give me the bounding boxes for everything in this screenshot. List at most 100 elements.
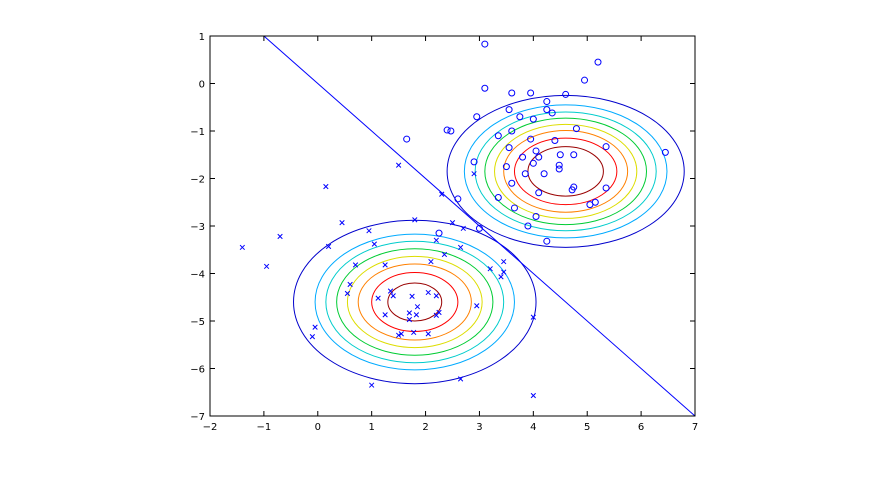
y-tick-label: −7 [190,412,205,423]
decision-boundary [263,36,695,416]
point-cross-23 [498,274,504,280]
point-circle-49 [524,222,532,230]
point-cross-45 [312,324,318,330]
point-circle-26 [570,151,578,159]
point-cross-44 [395,332,402,338]
x-tick-label: 7 [692,422,698,433]
x-tick-label: 5 [584,422,590,433]
point-circle-25 [556,151,564,159]
contour-0-level-5 [474,111,657,232]
point-circle-33 [555,165,563,173]
point-circle-51 [435,229,443,237]
contour-lines [293,94,685,385]
y-axis: 1 0 −1 −2 −3 −4 −5 −6 −7 [190,32,695,423]
point-cross-46 [309,334,316,340]
y-tick-label: −1 [190,127,205,138]
contour-1-level-2 [357,263,472,341]
point-circle-9 [543,106,551,114]
point-cross-20 [263,263,270,270]
y-tick-label: −4 [190,270,205,281]
point-cross-1 [471,171,477,177]
point-cross-10 [433,237,439,243]
point-circle-14 [443,126,451,134]
point-cross-37 [413,312,420,318]
point-cross-5 [339,220,345,226]
y-tick-label: −2 [190,175,205,186]
contour-0-level-4 [484,117,648,226]
x-axis: −2 −1 0 1 2 3 4 5 6 7 [203,36,698,433]
point-circle-1 [594,58,602,66]
contour-1-level-3 [346,255,483,349]
point-cross-43 [425,331,431,337]
point-cross-16 [501,258,507,265]
point-cross-12 [239,244,245,251]
point-circle-5 [508,89,516,97]
point-cross-18 [352,262,359,268]
point-circle-15 [447,127,455,135]
point-circle-7 [543,98,551,106]
point-circle-45 [591,198,599,206]
point-cross-22 [501,269,507,275]
point-circle-28 [519,153,527,161]
point-circle-43 [494,194,502,201]
point-circle-3 [581,76,589,84]
contour-0-level-7 [446,94,685,248]
point-cross-38 [433,312,439,318]
y-tick-label: 1 [199,32,205,43]
point-circle-13 [529,115,537,123]
contour-1-level-5 [325,240,505,364]
point-circle-31 [502,163,510,171]
point-circle-29 [535,153,543,161]
point-cross-47 [457,376,464,382]
point-cross-33 [474,303,480,309]
contour-0-level-2 [503,130,629,213]
point-cross-13 [325,243,332,250]
point-cross-41 [398,331,404,337]
point-cross-19 [382,262,388,268]
point-cross-24 [347,281,353,288]
point-circle-40 [602,184,610,192]
point-circle-32 [555,161,563,169]
point-circle-17 [508,127,516,135]
point-circle-19 [403,135,411,143]
y-tick-label: 0 [199,80,205,91]
contour-1-level-4 [336,248,494,356]
point-cross-31 [375,295,381,301]
data-points [239,40,669,399]
point-cross-42 [411,329,417,336]
point-circle-39 [568,186,576,194]
y-tick-label: −5 [190,317,205,328]
contour-1-level-0 [387,282,443,322]
x-tick-label: −1 [257,422,272,433]
point-cross-29 [344,290,351,297]
contour-0-level-1 [513,137,618,206]
point-circle-21 [551,137,559,144]
point-circle-42 [454,195,462,203]
point-cross-8 [460,225,466,232]
point-cross-30 [409,293,415,299]
point-cross-6 [449,220,456,226]
point-cross-3 [439,191,445,197]
point-cross-28 [433,293,439,299]
point-circle-8 [505,106,513,114]
point-cross-21 [487,266,493,272]
point-cross-11 [371,241,378,247]
x-tick-label: 1 [368,422,374,433]
y-tick-label: −3 [190,222,205,233]
point-circle-4 [562,90,570,98]
y-tick-label: −6 [190,365,205,376]
boundary-line [263,36,695,416]
point-cross-9 [277,233,283,240]
point-cross-17 [428,258,434,265]
point-circle-12 [516,113,524,121]
plot-frame [209,35,696,417]
point-circle-46 [510,204,518,212]
point-circle-2 [481,84,489,92]
point-circle-6 [527,89,535,97]
point-circle-20 [527,135,535,143]
point-cross-14 [457,244,464,251]
point-cross-32 [414,304,421,310]
point-cross-39 [530,314,536,320]
contour-1-level-1 [371,272,459,332]
